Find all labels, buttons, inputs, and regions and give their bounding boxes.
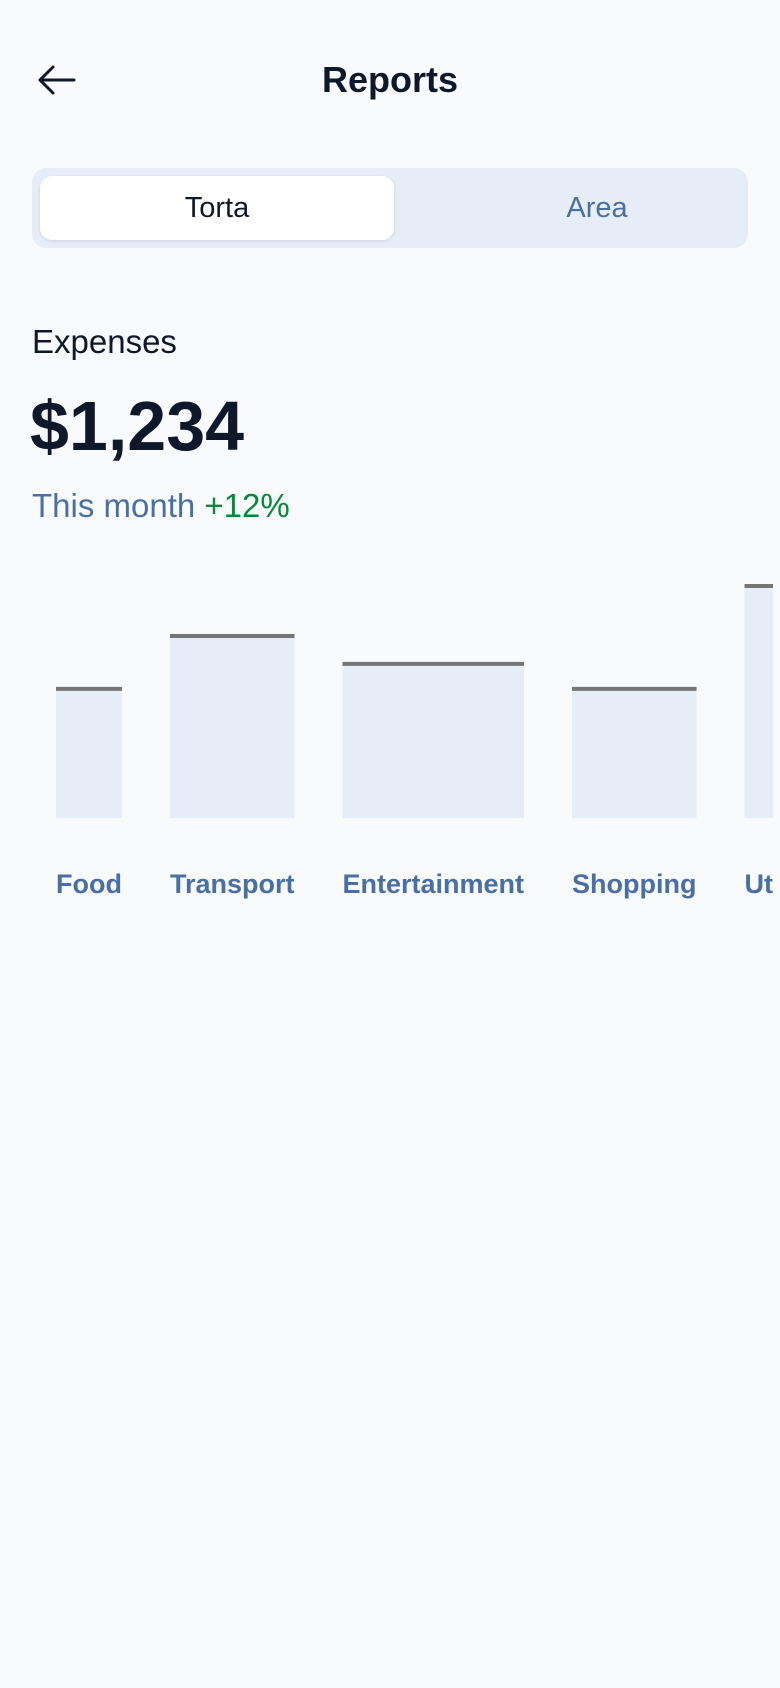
bar-ut [744, 584, 774, 818]
summary-label: Expenses [32, 323, 177, 360]
bar-label-transport: Transport [170, 869, 295, 899]
chart-svg: Food Transport Entertainment Shopping Ut [56, 583, 774, 899]
period-label: This month [32, 487, 196, 524]
back-button[interactable] [28, 56, 84, 104]
tab-torta[interactable]: Torta [40, 176, 394, 240]
expenses-bar-chart: Food Transport Entertainment Shopping Ut [0, 540, 780, 920]
arrow-left-icon [38, 65, 76, 95]
page-title: Reports [321, 59, 459, 100]
change-badge: +12% [204, 487, 290, 524]
summary-amount: $1,234 [30, 387, 245, 465]
chart-type-toggle: Torta Area [32, 168, 748, 248]
bar-label-entertainment: Entertainment [343, 869, 525, 899]
bar-label-shopping: Shopping [572, 869, 696, 899]
bar-label-ut: Ut [745, 869, 774, 899]
summary-period: This month +12% [32, 484, 290, 528]
bar-shopping [572, 687, 697, 818]
bar-transport [169, 634, 295, 818]
header: Reports [0, 0, 780, 160]
bar-entertainment [342, 662, 525, 818]
tab-area[interactable]: Area [566, 191, 628, 224]
bar-food [56, 687, 122, 818]
bar-label-food: Food [56, 869, 122, 899]
